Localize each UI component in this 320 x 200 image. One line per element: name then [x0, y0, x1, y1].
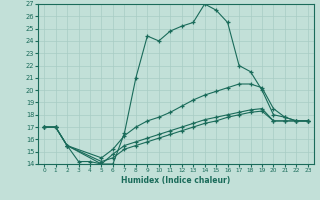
- X-axis label: Humidex (Indice chaleur): Humidex (Indice chaleur): [121, 176, 231, 185]
